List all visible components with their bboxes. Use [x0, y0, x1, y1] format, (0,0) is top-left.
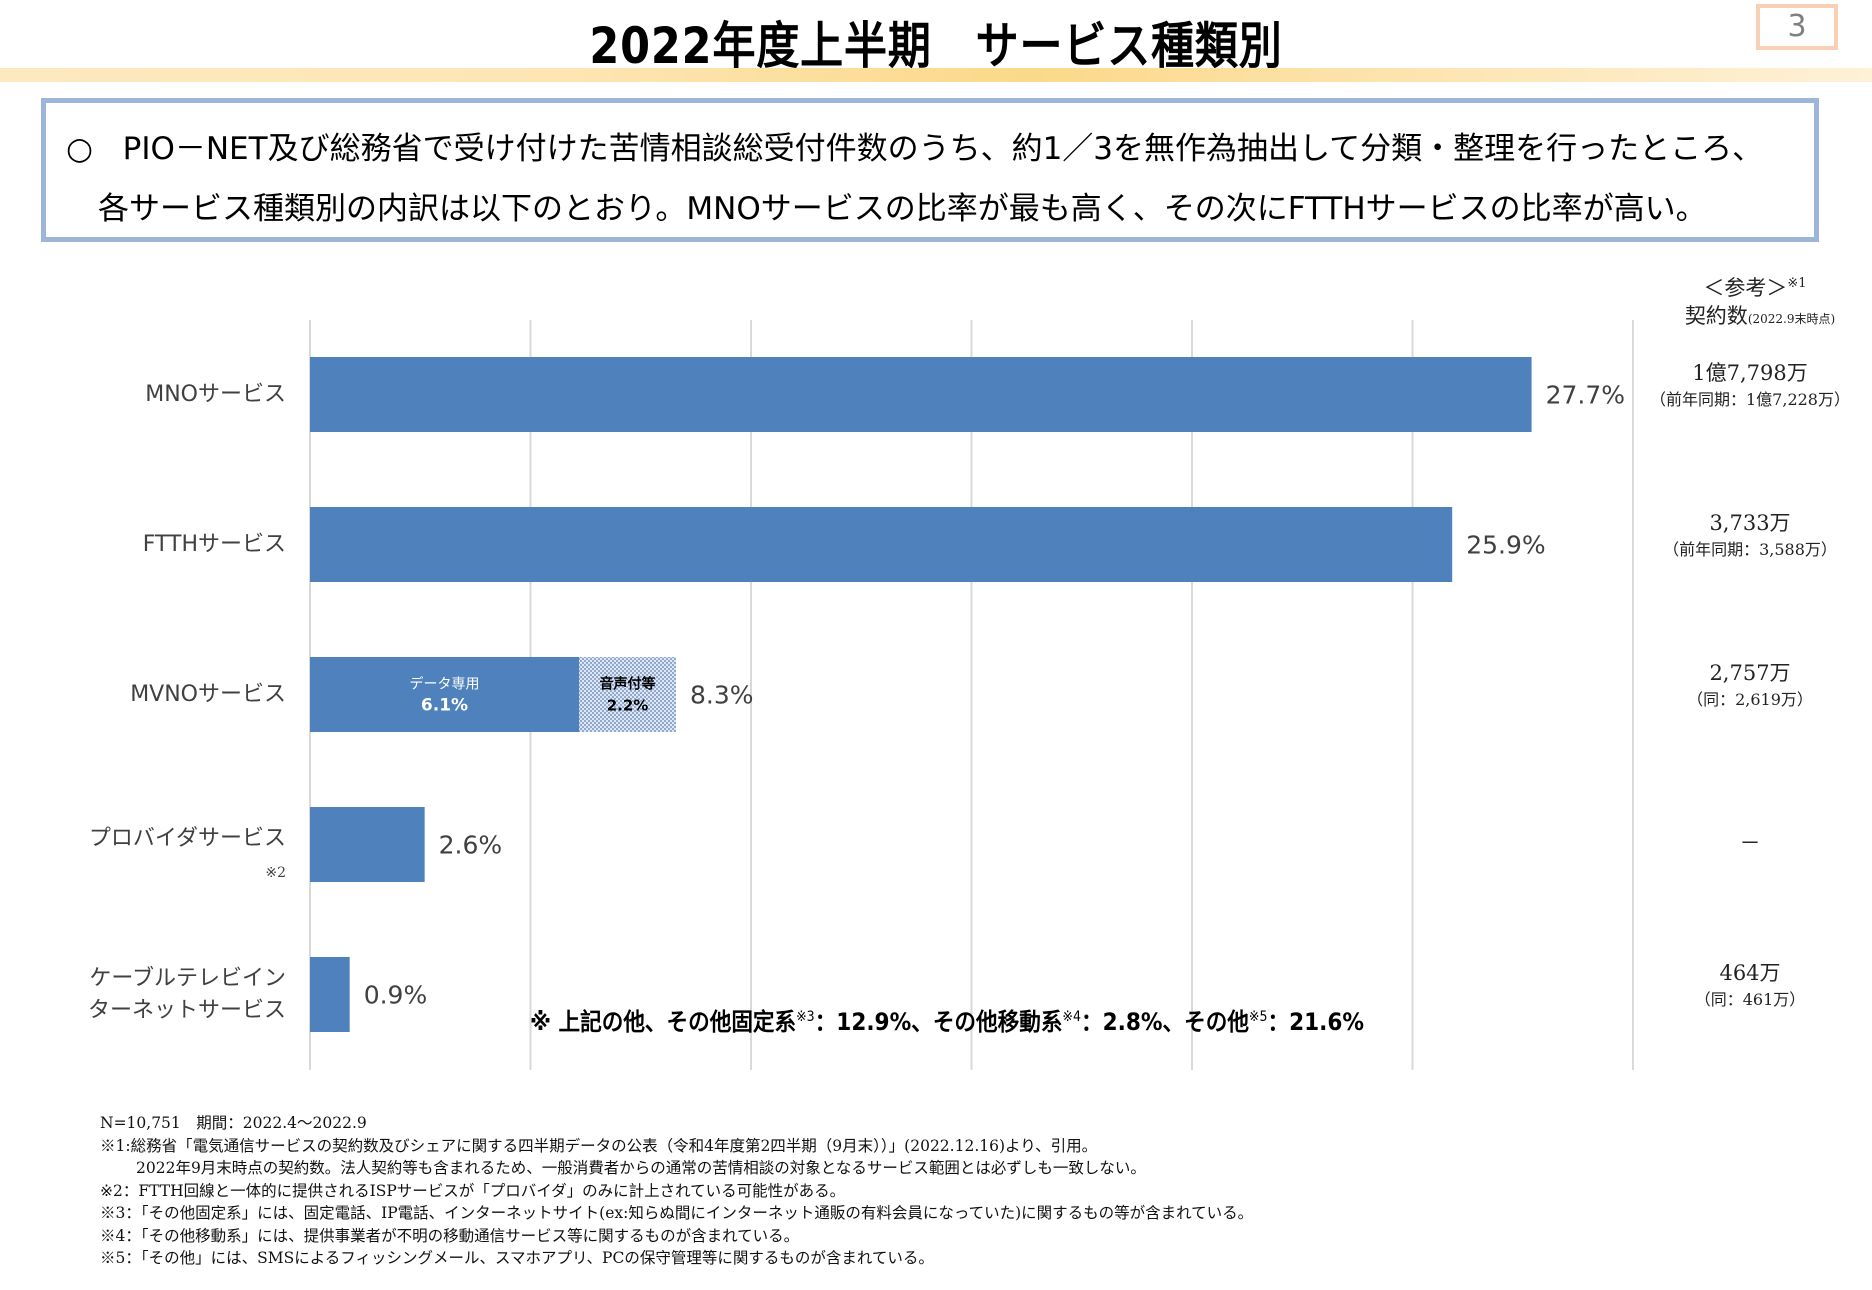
bar-value-label: 0.9% [364, 981, 428, 1010]
reference-subheading-note: (2022.9末時点) [1747, 312, 1836, 326]
category-label: MVNOサービス [130, 681, 286, 707]
bar [310, 807, 425, 882]
reference-heading-note: ※1 [1787, 276, 1807, 291]
contract-count: 2,757万 [1709, 660, 1791, 685]
category-note-mark: ※2 [265, 864, 286, 881]
contract-count: － [1739, 830, 1761, 855]
footnote-4: ※4：「その他移動系」には、提供事業者が不明の移動通信サービス等に関するものが含… [100, 1226, 800, 1245]
reference-value: 464万 （同：461万） [1640, 959, 1860, 1013]
contract-count: 1億7,798万 [1692, 360, 1808, 385]
reference-value: － [1640, 829, 1860, 857]
previous-year-count: （同：461万） [1694, 989, 1806, 1009]
bar-segment [579, 657, 677, 732]
description-line-1: ○ PIO－NET及び総務省で受け付けた苦情相談総受付件数のうち、約1／3を無作… [66, 123, 1763, 168]
footnote-1: ※1:総務省「電気通信サービスの契約数及びシェアに関する四半期データの公表（令和… [100, 1136, 1098, 1155]
previous-year-count: （前年同期：1億7,228万） [1650, 389, 1850, 409]
bar-value-label: 8.3% [690, 681, 754, 710]
footnote-2: ※2：FTTH回線と一体的に提供されるISPサービスが「プロバイダ」のみに計上さ… [100, 1181, 846, 1200]
category-label: MNOサービス [145, 381, 286, 407]
footnote-3: ※3：「その他固定系」には、固定電話、IP電話、インターネットサイト(ex:知ら… [100, 1204, 1254, 1222]
bar-value-label: 27.7% [1546, 381, 1625, 410]
footnote-sample: N=10,751 期間：2022.4～2022.9 [100, 1114, 367, 1132]
reference-value: 2,757万 （同：2,619万） [1640, 659, 1860, 713]
description-box: ○ PIO－NET及び総務省で受け付けた苦情相談総受付件数のうち、約1／3を無作… [41, 98, 1819, 242]
category-label: プロバイダサービス [88, 825, 286, 851]
reference-value: 1億7,798万 （前年同期：1億7,228万） [1640, 359, 1860, 413]
reference-heading: ＜参考＞※1 [1703, 276, 1807, 300]
segment-name-label: データ専用 [410, 676, 480, 693]
contract-count: 3,733万 [1709, 510, 1791, 535]
bar [310, 507, 1453, 582]
footnotes: N=10,751 期間：2022.4～2022.9 ※1:総務省「電気通信サービ… [100, 1112, 1253, 1270]
footnote-5: ※5：「その他」には、SMSによるフィッシングメール、スマホアプリ、PCの保守管… [100, 1249, 934, 1267]
description-text-1: PIO－NET及び総務省で受け付けた苦情相談総受付件数のうち、約1／3を無作為抽… [122, 131, 1764, 167]
previous-year-count: （同：2,619万） [1687, 689, 1813, 709]
bar-segment [310, 657, 580, 732]
reference-value: 3,733万 （前年同期：3,588万） [1640, 509, 1860, 563]
description-line-2: 各サービス種類別の内訳は以下のとおり。MNOサービスの比率が最も高く、その次にF… [98, 191, 1707, 227]
footnote-1-cont: 2022年9月末時点の契約数。法人契約等も含まれるため、一般消費者からの通常の苦… [136, 1159, 1146, 1177]
category-label: ケーブルテレビイン [89, 965, 286, 991]
segment-value-label: 2.2% [607, 697, 649, 715]
bar-value-label: 25.9% [1466, 531, 1545, 560]
header-band [0, 68, 1872, 82]
segment-name-label: 音声付等 [600, 676, 656, 693]
bar [310, 357, 1532, 432]
others-annotation: ※ 上記の他、その他固定系※3：12.9%、その他移動系※4：2.8%、その他※… [530, 1008, 1365, 1036]
bar [310, 957, 350, 1032]
bullet-circle-icon: ○ [66, 131, 94, 167]
bar-value-label: 2.6% [439, 831, 503, 860]
reference-subheading: 契約数(2022.9末時点) [1684, 304, 1836, 328]
previous-year-count: （前年同期：3,588万） [1663, 539, 1837, 559]
category-label: FTTHサービス [142, 531, 286, 557]
contract-count: 464万 [1719, 960, 1781, 985]
page-title: 2022年度上半期 サービス種類別 [589, 17, 1283, 75]
category-label: ターネットサービス [87, 997, 286, 1023]
segment-value-label: 6.1% [421, 696, 468, 716]
page-number: 3 [1756, 4, 1838, 50]
